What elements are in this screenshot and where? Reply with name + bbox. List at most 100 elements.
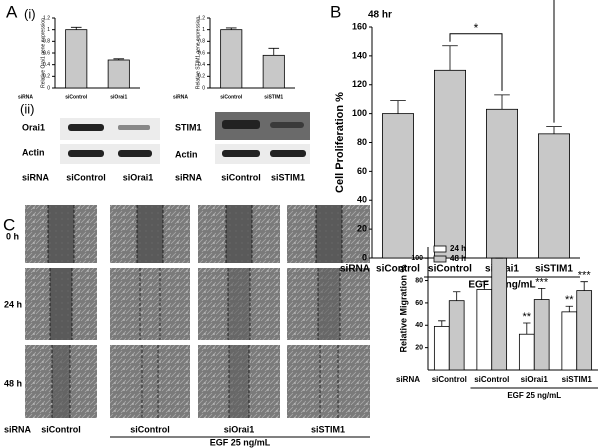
bar xyxy=(433,69,466,259)
column-label: siOrai1 xyxy=(224,424,255,434)
y-tick-label: 100 xyxy=(411,255,423,262)
y-tick-label: 80 xyxy=(415,277,423,284)
y-tick-label: 0.4 xyxy=(198,62,205,68)
bar xyxy=(485,108,518,259)
siRNA-label: siRNA xyxy=(396,375,420,384)
bar xyxy=(538,133,571,259)
y-tick-label: 0 xyxy=(47,85,50,91)
x-tick-label: siControl xyxy=(376,264,420,275)
error-bar xyxy=(438,320,446,327)
panel-letter: A xyxy=(6,2,18,21)
y-tick-label: 1.2 xyxy=(43,15,50,21)
y-tick-label: 1 xyxy=(202,27,205,33)
bar xyxy=(220,29,243,89)
error-bar xyxy=(452,291,461,301)
y-tick-label: 0.8 xyxy=(43,39,50,45)
siRNA-label: siRNA xyxy=(4,424,32,434)
x-tick-label: siControl xyxy=(428,264,472,275)
group-label: EGF 25 ng/mL xyxy=(210,437,271,447)
time-label: 48 h xyxy=(4,378,22,388)
y-tick-label: 80 xyxy=(357,137,367,147)
significance: ** xyxy=(523,311,532,323)
blot-row-label: Actin xyxy=(22,147,45,157)
y-tick-label: 60 xyxy=(357,166,367,176)
y-tick-label: 1.2 xyxy=(198,15,205,21)
lane-label: siSTIM1 xyxy=(271,172,305,182)
siRNA-label: siRNA xyxy=(22,172,50,182)
blot-row-label: Orai1 xyxy=(22,122,45,132)
y-tick-label: 40 xyxy=(415,322,423,329)
legend-swatch xyxy=(433,255,447,263)
error-bar xyxy=(523,322,531,335)
lane-label: siControl xyxy=(221,172,261,182)
siRNA-label: siRNA xyxy=(175,172,203,182)
siRNA-label: siRNA xyxy=(340,264,370,275)
y-tick-label: 60 xyxy=(415,300,423,307)
bar xyxy=(381,113,414,259)
panel-letter: B xyxy=(330,2,341,21)
column-label: siControl xyxy=(130,424,170,434)
x-tick-label: siOrai1 xyxy=(110,94,127,100)
y-tick-label: 0.6 xyxy=(198,50,205,56)
y-tick-label: 0 xyxy=(202,85,205,91)
lane-label: siOrai1 xyxy=(123,172,154,182)
time-label: 24 h xyxy=(4,299,22,309)
y-axis-label: Cell Proliferation % xyxy=(334,92,346,193)
y-tick-label: 0.6 xyxy=(43,50,50,56)
bar xyxy=(433,325,450,371)
sub-label: (i) xyxy=(24,6,36,21)
y-tick-label: 0 xyxy=(362,252,367,262)
error-bar xyxy=(268,47,280,56)
legend-label: 24 h xyxy=(450,244,466,253)
y-axis-label: Relative Migration % xyxy=(398,264,408,352)
x-tick-label: siSTIM1 xyxy=(562,375,593,384)
siRNA-label: siRNA xyxy=(18,94,33,100)
error-bar xyxy=(480,281,489,290)
western-blot xyxy=(215,112,310,164)
bracket xyxy=(449,33,503,91)
bar xyxy=(65,29,88,89)
x-tick-label: siControl xyxy=(432,375,467,384)
significance: * xyxy=(474,21,479,35)
legend-swatch xyxy=(433,245,447,253)
bar xyxy=(576,290,593,371)
error-bar xyxy=(225,27,237,30)
y-tick-label: 20 xyxy=(357,224,367,234)
siRNA-label: siRNA xyxy=(173,94,188,100)
y-tick-label: 40 xyxy=(357,195,367,205)
y-tick-label: 1 xyxy=(47,27,50,33)
bar xyxy=(518,333,535,371)
error-bar xyxy=(494,94,510,110)
error-bar xyxy=(390,100,406,114)
error-bar xyxy=(70,26,82,30)
bar xyxy=(561,311,578,371)
lane-label: siControl xyxy=(66,172,106,182)
y-tick-label: 0.4 xyxy=(43,62,50,68)
error-bar xyxy=(537,287,546,300)
x-tick-label: siControl xyxy=(65,94,88,100)
x-tick-label: siOrai1 xyxy=(521,375,549,384)
y-tick-label: 160 xyxy=(352,21,367,31)
western-blot xyxy=(60,118,160,164)
chart-title: 48 hr xyxy=(368,10,392,21)
legend-label: 48 h xyxy=(450,254,466,263)
error-bar xyxy=(442,45,458,71)
y-tick-label: 140 xyxy=(352,50,367,60)
bar xyxy=(533,299,550,371)
group-label: EGF 25 ng/mL xyxy=(507,391,561,400)
blot-row-label: STIM1 xyxy=(175,122,202,132)
x-tick-label: siSTIM1 xyxy=(264,94,283,100)
error-bar xyxy=(565,305,574,312)
error-bar xyxy=(580,281,588,291)
panel-letter: C xyxy=(3,215,15,234)
time-label: 0 h xyxy=(6,231,19,241)
error-bar xyxy=(546,126,562,134)
y-tick-label: 100 xyxy=(352,108,367,118)
micrograph-grid xyxy=(25,205,370,418)
y-tick-label: 20 xyxy=(415,344,423,351)
bracket xyxy=(553,0,555,123)
bar xyxy=(491,257,508,371)
significance: *** xyxy=(535,276,549,288)
y-tick-label: 0.2 xyxy=(43,74,50,80)
